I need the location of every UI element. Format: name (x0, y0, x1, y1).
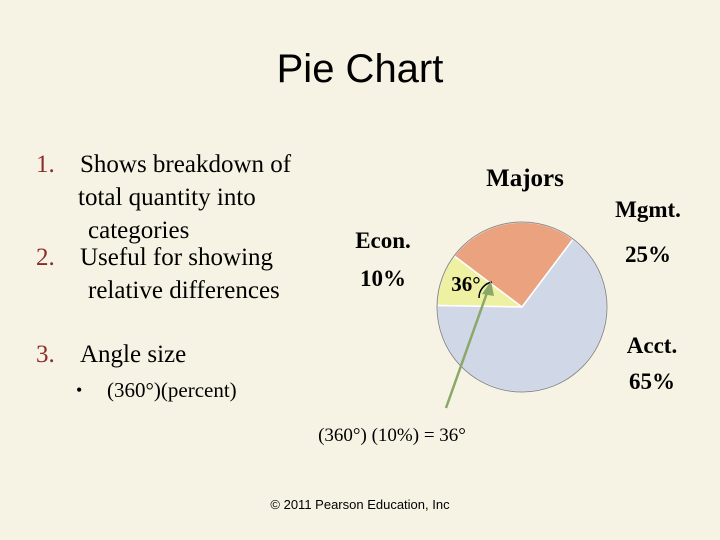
list-line: Useful for showing (80, 244, 274, 271)
pie-outline (436, 221, 608, 393)
formula: (360°) (10%) = 36° (318, 425, 466, 446)
list-number: 2. (36, 244, 55, 271)
list-line: total quantity into (78, 184, 256, 211)
sub-bullet: (360°)(percent) (107, 378, 237, 402)
arrow (444, 289, 490, 409)
slide-title: Pie Chart (277, 47, 444, 91)
slice-label: Mgmt. (615, 197, 681, 222)
slice-label: Econ. (355, 228, 411, 253)
value-label: 65% (629, 369, 675, 394)
footer: © 2011 Pearson Education, Inc (270, 497, 450, 512)
pie (436, 221, 608, 393)
sub-bullet-marker: • (76, 380, 82, 400)
value-label: 10% (360, 266, 406, 291)
list-number: 3. (36, 341, 55, 368)
value-label: 25% (625, 242, 671, 267)
chart-title: Majors (486, 165, 564, 192)
slice-label: Acct. (627, 333, 677, 358)
list-number: 1. (36, 151, 55, 178)
list-line: categories (88, 217, 189, 244)
list-line: relative differences (88, 277, 280, 304)
angle-label: 36° (451, 272, 480, 296)
list-line: Shows breakdown of (80, 151, 292, 178)
list-line: Angle size (80, 341, 186, 368)
arrow-head (482, 281, 494, 296)
list: 1. Shows breakdown of total quantity into c… (36, 151, 292, 368)
